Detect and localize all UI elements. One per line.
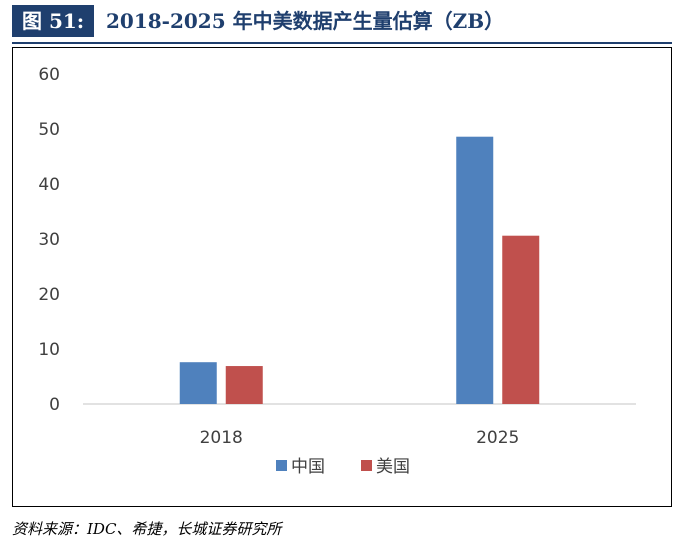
bar-china-2025 — [456, 136, 494, 404]
bar-china-2018 — [179, 362, 217, 404]
x-tick-label: 2025 — [476, 428, 519, 448]
y-tick-label: 50 — [38, 120, 60, 140]
y-tick-label: 30 — [38, 230, 60, 250]
y-tick-label: 60 — [38, 65, 60, 85]
x-tick-label: 2018 — [200, 428, 243, 448]
y-tick-label: 0 — [49, 395, 60, 415]
figure-label: 图 51: — [12, 5, 95, 37]
legend-swatch-china — [276, 460, 287, 471]
legend-swatch-usa — [361, 460, 372, 471]
figure-title: 2018-2025 年中美数据产生量估算（ZB） — [106, 9, 505, 33]
bar-usa-2025 — [502, 235, 540, 404]
source-note: 资料来源：IDC、希捷，长城证券研究所 — [12, 520, 282, 538]
y-tick-label: 40 — [38, 175, 60, 195]
legend-label-usa: 美国 — [376, 457, 410, 477]
legend-label-china: 中国 — [291, 457, 325, 477]
chart-frame — [12, 47, 672, 507]
y-tick-label: 20 — [38, 285, 60, 305]
header-rule — [12, 42, 672, 44]
y-tick-label: 10 — [38, 340, 60, 360]
bar-usa-2018 — [225, 366, 263, 404]
figure-header: 图 51: 2018-2025 年中美数据产生量估算（ZB） — [0, 0, 690, 44]
